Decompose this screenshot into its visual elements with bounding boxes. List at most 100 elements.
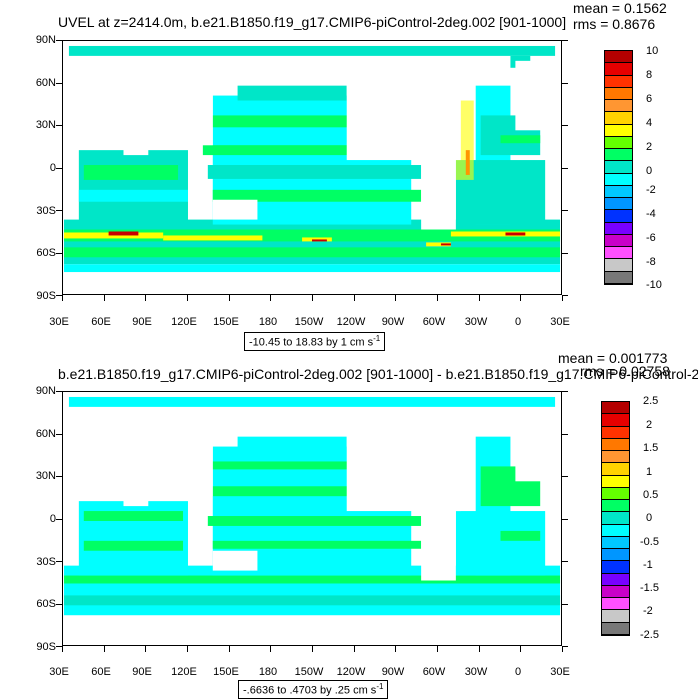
- colorbar-swatch: [605, 87, 632, 100]
- lat-tick: [56, 476, 62, 477]
- bottom-lat-label-90n: 90N: [35, 385, 56, 397]
- lat-tick: [562, 210, 568, 211]
- bottom-lat-label-30n: 30N: [35, 470, 56, 482]
- lat-tick: [56, 561, 62, 562]
- top-lat-label-90n: 90N: [35, 34, 56, 46]
- colorbar-swatch: [602, 438, 629, 451]
- lon-tick: [187, 646, 188, 652]
- bottom-cbar-label: -0.5: [640, 536, 659, 548]
- lat-tick: [562, 40, 568, 41]
- lat-tick: [562, 125, 568, 126]
- top-cbar-label: 8: [646, 69, 653, 81]
- bottom-rms-value: rms = 0.02758: [580, 363, 670, 379]
- colorbar-swatch: [602, 475, 629, 488]
- colorbar-swatch: [602, 524, 629, 537]
- lat-tick: [562, 295, 568, 296]
- lat-tick: [56, 125, 62, 126]
- bottom-lat-label-eq: 0: [49, 513, 56, 525]
- lon-tick: [520, 646, 522, 652]
- colorbar-swatch: [605, 149, 632, 162]
- lon-tick: [478, 295, 480, 301]
- bottom-map-plot: [62, 391, 562, 646]
- colorbar-swatch: [605, 271, 632, 284]
- colorbar-swatch: [605, 161, 632, 174]
- top-map-plot: [62, 40, 562, 295]
- lon-tick: [62, 295, 63, 301]
- bottom-colorbar: [601, 401, 630, 636]
- lat-tick: [562, 167, 568, 169]
- top-lon-label-180: 180: [258, 316, 278, 328]
- bottom-cbar-label: 2.5: [643, 395, 659, 407]
- lon-tick: [145, 646, 147, 652]
- bottom-lon-label-0: 0: [514, 666, 522, 678]
- top-lon-label-120e: 120E: [171, 316, 197, 328]
- top-cbar-label: -4: [646, 208, 656, 220]
- colorbar-swatch: [605, 222, 632, 235]
- top-cbar-label: 2: [646, 141, 653, 153]
- top-cbar-label: -8: [646, 256, 656, 268]
- lon-tick: [103, 295, 105, 301]
- top-lon-label-90e: 90E: [132, 316, 152, 328]
- lon-tick: [562, 295, 563, 301]
- bottom-cbar-label: 1.5: [643, 442, 659, 454]
- colorbar-swatch: [605, 63, 632, 76]
- lat-tick: [562, 476, 568, 477]
- bottom-lon-label-150w: 150W: [294, 666, 324, 678]
- colorbar-swatch: [602, 402, 629, 415]
- bottom-lon-label-120e: 120E: [171, 666, 197, 678]
- lon-tick: [103, 646, 105, 652]
- top-cbar-label: -2: [646, 184, 656, 196]
- bottom-lon-label-30e-end: 30E: [550, 666, 570, 678]
- top-units-box: -10.45 to 18.83 by 1 cm s-1: [244, 332, 386, 351]
- lon-tick: [62, 646, 63, 652]
- lat-tick: [56, 40, 62, 41]
- top-lon-label-60w: 60W: [422, 316, 446, 328]
- bottom-cbar-label: 2: [646, 419, 653, 431]
- bottom-colorbar-cells: [602, 402, 629, 635]
- colorbar-swatch: [605, 198, 632, 211]
- top-lat-label-90s: 90S: [36, 290, 56, 302]
- top-lon-label-150w: 150W: [294, 316, 324, 328]
- bottom-lon-label-150e: 150E: [213, 666, 239, 678]
- top-lat-label-30n: 30N: [35, 119, 56, 131]
- bottom-lat-label-30s: 30S: [36, 556, 56, 568]
- bottom-cbar-label: -2.5: [640, 629, 659, 641]
- lon-tick: [395, 295, 397, 301]
- lat-tick: [56, 603, 62, 605]
- bottom-lon-label-90e: 90E: [132, 666, 152, 678]
- colorbar-swatch: [605, 173, 632, 186]
- lon-tick: [395, 646, 397, 652]
- top-colorbar-cells: [605, 51, 632, 284]
- bottom-cbar-label: -1.5: [640, 582, 659, 594]
- bottom-lat-label-60n: 60N: [35, 428, 56, 440]
- top-lon-label-90w: 90W: [381, 316, 405, 328]
- top-colorbar: [604, 50, 633, 285]
- colorbar-swatch: [602, 598, 629, 611]
- lat-tick: [56, 252, 62, 254]
- lon-tick: [270, 646, 272, 652]
- top-map-field: [63, 41, 561, 294]
- top-cbar-label: 4: [646, 117, 653, 129]
- bottom-lon-label-30w: 30W: [464, 666, 488, 678]
- colorbar-swatch: [602, 561, 629, 574]
- lat-tick: [562, 646, 568, 647]
- colorbar-swatch: [605, 247, 632, 260]
- bottom-lon-label-60e: 60E: [91, 666, 111, 678]
- top-map-title: UVEL at z=2414.0m, b.e21.B1850.f19_g17.C…: [58, 14, 567, 30]
- colorbar-swatch: [605, 51, 632, 64]
- top-map-panel: UVEL at z=2414.0m, b.e21.B1850.f19_g17.C…: [35, 0, 667, 351]
- lon-tick: [437, 295, 438, 301]
- top-lon-label-30e: 30E: [49, 316, 69, 328]
- bottom-mean-value: mean = 0.001773: [558, 350, 668, 366]
- colorbar-swatch: [602, 487, 629, 500]
- colorbar-swatch: [605, 259, 632, 272]
- lon-tick: [228, 646, 230, 652]
- top-lat-label-30s: 30S: [36, 205, 56, 217]
- colorbar-swatch: [605, 136, 632, 149]
- colorbar-swatch: [602, 622, 629, 635]
- lon-tick: [145, 295, 147, 301]
- lat-tick: [562, 252, 568, 254]
- colorbar-swatch: [602, 512, 629, 525]
- top-lon-label-60e: 60E: [91, 316, 111, 328]
- colorbar-swatch: [602, 585, 629, 598]
